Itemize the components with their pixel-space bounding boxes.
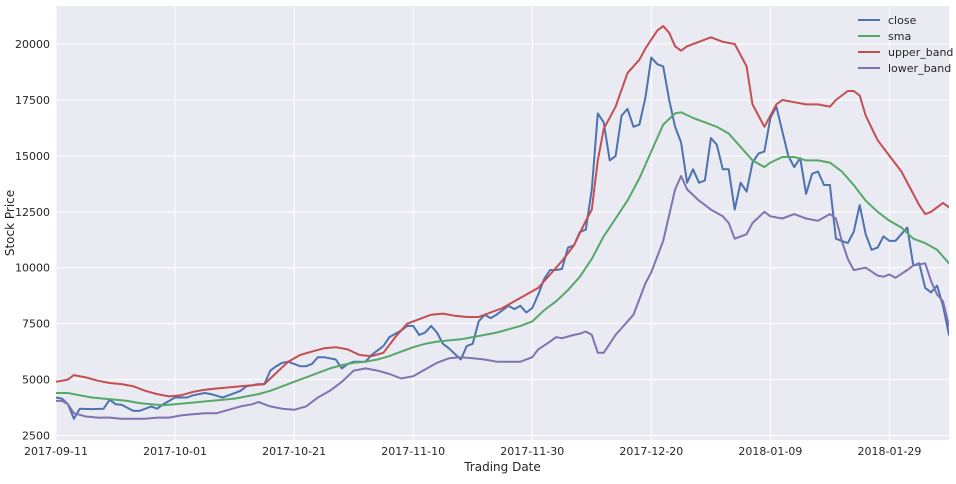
plot-area xyxy=(56,6,949,440)
legend: close sma upper_band lower_band xyxy=(858,14,953,75)
x-tick-label: 2017-12-20 xyxy=(619,445,683,458)
x-axis-label: Trading Date xyxy=(463,460,541,474)
legend-label-upper-band: upper_band xyxy=(888,46,953,59)
x-tick-label: 2017-11-10 xyxy=(381,445,445,458)
series-group xyxy=(56,25,949,420)
x-tick-label: 2017-10-01 xyxy=(143,445,207,458)
legend-label-close: close xyxy=(888,14,917,27)
y-tick-label: 10000 xyxy=(15,262,50,275)
legend-label-sma: sma xyxy=(888,30,911,43)
y-tick-label: 17500 xyxy=(15,94,50,107)
y-tick-label: 2500 xyxy=(22,430,50,443)
x-tick-labels: 2017-09-11 2017-10-01 2017-10-21 2017-11-10… xyxy=(24,445,921,458)
y-tick-label: 15000 xyxy=(15,150,50,163)
x-tick-label: 2018-01-29 xyxy=(857,445,921,458)
y-tick-label: 7500 xyxy=(22,318,50,331)
series-line-upper-band xyxy=(56,25,949,398)
y-tick-label: 12500 xyxy=(15,206,50,219)
y-tick-label: 20000 xyxy=(15,38,50,51)
y-axis-label: Stock Price xyxy=(3,190,17,256)
legend-label-lower-band: lower_band xyxy=(888,62,951,75)
y-tick-labels: 2500 5000 7500 10000 12500 15000 17500 20000 xyxy=(15,38,50,442)
y-tick-label: 5000 xyxy=(22,374,50,387)
x-tick-label: 2017-09-11 xyxy=(24,445,88,458)
grid-lines xyxy=(55,6,949,440)
series-line-sma xyxy=(56,111,949,407)
x-tick-label: 2017-11-30 xyxy=(500,445,564,458)
x-tick-label: 2018-01-09 xyxy=(738,445,802,458)
x-tick-label: 2017-10-21 xyxy=(262,445,326,458)
series-line-lower-band xyxy=(56,175,949,420)
